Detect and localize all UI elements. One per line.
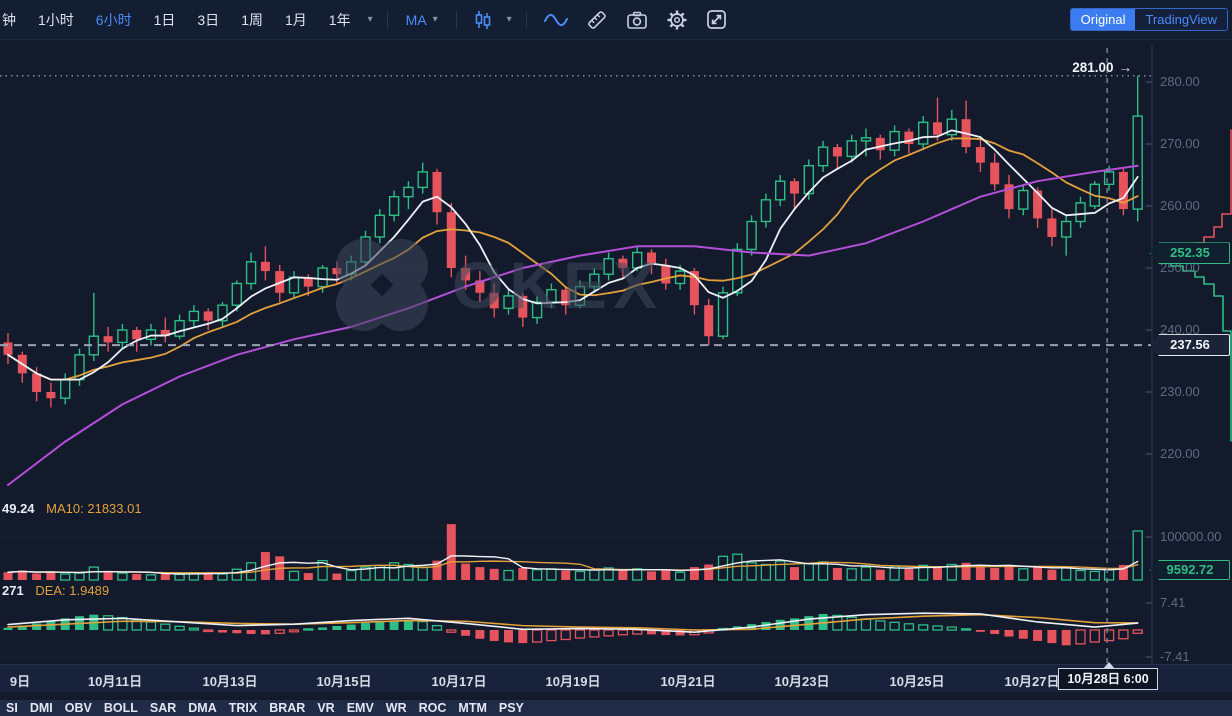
- timeframe-group: 钟 1小时 6小时 1日 3日 1周 1月 1年: [0, 10, 362, 30]
- date-label-10月19日: 10月19日: [545, 674, 601, 689]
- candlestick-style-button[interactable]: [465, 10, 501, 30]
- settings-button[interactable]: [657, 9, 697, 31]
- volume-tick: 100000.00: [1160, 529, 1222, 544]
- ma-label: MA: [405, 11, 427, 28]
- indicator-sar[interactable]: SAR: [149, 701, 177, 715]
- date-label-10月17日: 10月17日: [431, 674, 487, 689]
- indicator-psy[interactable]: PSY: [498, 701, 524, 715]
- screenshot-button[interactable]: [617, 10, 657, 30]
- date-label-10月23日: 10月23日: [774, 674, 830, 689]
- timeframe-1月[interactable]: 1月: [284, 11, 307, 28]
- fullscreen-expand-icon: [706, 10, 726, 29]
- timeframe-3日[interactable]: 3日: [197, 11, 220, 28]
- line-chart-button[interactable]: [535, 13, 577, 27]
- volume-value: 49.24: [2, 501, 35, 516]
- chart-mode-toggle: Original TradingView: [1069, 8, 1228, 31]
- mode-original-button[interactable]: Original: [1070, 9, 1136, 30]
- alert-arrow-icon: →: [1118, 60, 1133, 75]
- gear-icon: [667, 10, 687, 29]
- indicator-menu-bar: SI DMI OBV BOLL SAR DMA TRIX BRAR VR EMV WR ROC MTM P…: [0, 700, 1232, 716]
- volume-ma10-value: MA10: 21833.01: [46, 501, 142, 516]
- date-label-9日: 9日: [9, 674, 31, 689]
- chart-style-caret[interactable]: ▾: [506, 14, 512, 25]
- indicator-emv[interactable]: EMV: [346, 701, 374, 715]
- timeframe-6小时[interactable]: 6小时: [95, 11, 132, 28]
- price-tick-280.00: 280.00: [1160, 74, 1200, 89]
- date-label-10月13日: 10月13日: [202, 674, 258, 689]
- candlestick-chart-canvas[interactable]: [0, 40, 1232, 716]
- price-alert-label: 281.00 →: [1012, 60, 1132, 75]
- tooltip-arrow-up-icon: [1103, 662, 1115, 669]
- measure-tool-button[interactable]: [577, 9, 617, 31]
- tooltip-date: 10月28日 6:00: [1067, 672, 1149, 686]
- ma-indicator-dropdown[interactable]: MA ▾: [396, 12, 448, 28]
- ma-dropdown-caret: ▾: [432, 14, 438, 25]
- date-label-10月21日: 10月21日: [660, 674, 716, 689]
- candlestick-icon: [475, 10, 490, 29]
- macd-pane-label: 271 DEA: 1.9489: [2, 583, 109, 598]
- date-label-10月25日: 10月25日: [889, 674, 945, 689]
- alert-price: 281.00: [1072, 60, 1114, 75]
- date-label-10月27日: 10月27日: [1004, 674, 1060, 689]
- toolbar-divider: [455, 10, 457, 29]
- price-tick-230.00: 230.00: [1160, 384, 1200, 399]
- indicator-dmi[interactable]: DMI: [29, 701, 53, 715]
- macd-dea-value: DEA: 1.9489: [35, 583, 110, 598]
- macd-tick-bottom: -7.41: [1160, 649, 1190, 664]
- date-label-10月15日: 10月15日: [316, 674, 372, 689]
- mode-tradingview-button[interactable]: TradingView: [1135, 9, 1227, 30]
- timeframe-1年[interactable]: 1年: [328, 11, 351, 28]
- indicator-trix[interactable]: TRIX: [228, 701, 258, 715]
- volume-badge: 9592.72: [1150, 560, 1230, 580]
- timeframe-1周[interactable]: 1周: [241, 11, 263, 28]
- indicator-si[interactable]: SI: [6, 701, 18, 715]
- toolbar-divider: [386, 10, 388, 29]
- date-label-10月11日: 10月11日: [87, 674, 143, 689]
- indicator-brar[interactable]: BRAR: [269, 701, 306, 715]
- toolbar-divider: [525, 10, 527, 29]
- date-axis[interactable]: 9日 10月11日 10月13日 10月15日 10月17日 10月19日 10月21日 10…: [0, 664, 1232, 692]
- timeframe-钟[interactable]: 钟: [2, 11, 16, 28]
- last-price-badge: 252.35: [1150, 242, 1230, 265]
- volume-pane-label: 49.24 MA10: 21833.01: [2, 501, 142, 516]
- chart-toolbar: 钟 1小时 6小时 1日 3日 1周 1月 1年 ▾ MA ▾ ▾: [0, 0, 1232, 40]
- crosshair-price-badge: 237.56: [1150, 334, 1230, 357]
- ruler-icon: [587, 10, 606, 29]
- indicator-dma[interactable]: DMA: [188, 701, 217, 715]
- macd-dif-value: 271: [2, 583, 24, 598]
- price-tick-260.00: 260.00: [1160, 198, 1200, 213]
- indicator-obv[interactable]: OBV: [64, 701, 92, 715]
- crosshair: [0, 48, 1150, 664]
- indicator-wr[interactable]: WR: [385, 701, 407, 715]
- camera-icon: [626, 11, 647, 29]
- timeframe-dropdown-caret[interactable]: ▾: [367, 14, 373, 25]
- timeframe-1小时[interactable]: 1小时: [38, 11, 74, 28]
- indicator-vr[interactable]: VR: [317, 701, 335, 715]
- macd-tick-top: 7.41: [1160, 594, 1186, 610]
- indicator-boll[interactable]: BOLL: [103, 701, 138, 715]
- wave-line-icon: [543, 13, 568, 26]
- indicator-roc[interactable]: ROC: [418, 701, 447, 715]
- timeframe-1日[interactable]: 1日: [153, 11, 176, 28]
- price-tick-220.00: 220.00: [1160, 446, 1200, 461]
- indicator-mtm[interactable]: MTM: [458, 701, 487, 715]
- price-tick-270.00: 270.00: [1160, 136, 1200, 151]
- price-tick-240.00: 240.00: [1160, 322, 1200, 337]
- crosshair-date-tooltip: 10月28日 6:00: [1058, 662, 1158, 690]
- fullscreen-button[interactable]: [697, 9, 736, 30]
